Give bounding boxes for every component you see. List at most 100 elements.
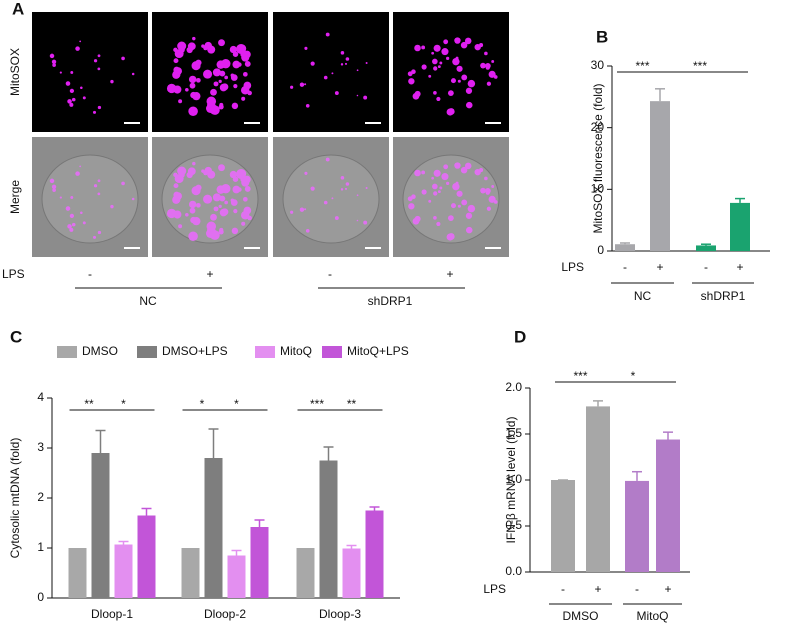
signal	[331, 72, 334, 75]
bar	[181, 548, 200, 598]
signal	[334, 216, 339, 220]
signal	[177, 41, 187, 51]
signal	[97, 192, 101, 196]
signal	[131, 197, 135, 201]
signal	[231, 102, 239, 110]
signal	[82, 96, 86, 100]
signal	[51, 184, 57, 190]
lps-sign: -	[88, 267, 92, 281]
signal	[233, 84, 238, 89]
signal	[93, 59, 98, 63]
y-tick-label: 1	[37, 540, 44, 554]
y-tick-label: 20	[591, 120, 605, 134]
signal	[493, 200, 498, 204]
signal	[345, 57, 350, 61]
legend-swatch	[137, 346, 157, 358]
signal	[232, 51, 239, 57]
signal	[412, 217, 420, 225]
signal	[480, 187, 486, 194]
signal	[493, 75, 498, 79]
y-tick-label: 4	[37, 390, 44, 404]
signal	[178, 99, 183, 104]
signal	[203, 45, 208, 51]
signal	[484, 51, 488, 56]
bar	[650, 101, 670, 252]
signal	[192, 161, 196, 166]
signal	[190, 91, 197, 99]
category-label: -	[704, 260, 708, 274]
signal	[71, 97, 76, 102]
signal	[363, 95, 368, 100]
signal	[465, 212, 473, 219]
signal	[121, 181, 125, 186]
significance: *	[234, 397, 239, 411]
signal	[79, 165, 82, 168]
signal	[178, 224, 183, 229]
signal	[97, 54, 101, 58]
cell	[402, 154, 500, 244]
signal	[188, 231, 198, 242]
signal	[218, 164, 225, 172]
signal	[421, 189, 427, 195]
signal	[431, 51, 435, 55]
signal	[356, 219, 359, 222]
bar	[137, 515, 156, 598]
legend-swatch	[57, 346, 77, 358]
category-label: +	[736, 260, 743, 274]
signal	[486, 81, 492, 86]
signal	[110, 79, 114, 84]
bar	[319, 460, 338, 598]
signal	[213, 81, 219, 87]
x-tick-label: Dloop-1	[91, 607, 133, 621]
signal	[82, 221, 86, 225]
signal	[243, 196, 248, 202]
signal	[344, 62, 348, 65]
group-label: DMSO	[563, 609, 599, 623]
signal	[230, 74, 238, 81]
signal	[185, 87, 189, 92]
signal	[450, 203, 457, 209]
signal	[190, 216, 197, 224]
signal	[206, 96, 217, 107]
signal	[172, 196, 181, 204]
signal	[188, 200, 197, 209]
lps-sign: -	[328, 267, 332, 281]
signal	[219, 70, 226, 77]
signal	[356, 194, 359, 197]
signal	[69, 88, 75, 94]
signal	[414, 44, 421, 52]
signal	[131, 72, 135, 76]
group-label: MitoQ	[636, 609, 668, 623]
signal	[191, 186, 201, 196]
signal	[447, 215, 454, 222]
signal	[231, 227, 239, 235]
signal	[310, 61, 315, 66]
signal	[51, 59, 57, 65]
signal	[59, 196, 62, 199]
legend-label: MitoQ	[280, 344, 312, 358]
y-tick-label: 10	[591, 182, 605, 196]
micrograph	[273, 12, 389, 132]
signal	[240, 85, 250, 95]
category-label: +	[664, 582, 671, 596]
signal	[65, 206, 71, 211]
signal	[441, 173, 449, 181]
signal	[485, 65, 490, 70]
signal	[433, 44, 441, 52]
signal	[244, 61, 251, 67]
signal	[433, 191, 438, 196]
signal	[446, 56, 450, 60]
y-axis-label: MitoSOX fluorescence (fold)	[591, 83, 605, 233]
signal	[166, 208, 177, 219]
lps-sign: +	[446, 267, 453, 281]
signal	[232, 185, 241, 194]
signal	[52, 63, 56, 67]
signal	[210, 213, 217, 221]
signal	[69, 213, 75, 219]
signal	[446, 233, 454, 241]
signal	[49, 53, 55, 59]
signal	[464, 162, 472, 170]
signal	[97, 67, 101, 71]
signal	[488, 70, 496, 78]
signal	[454, 162, 461, 169]
